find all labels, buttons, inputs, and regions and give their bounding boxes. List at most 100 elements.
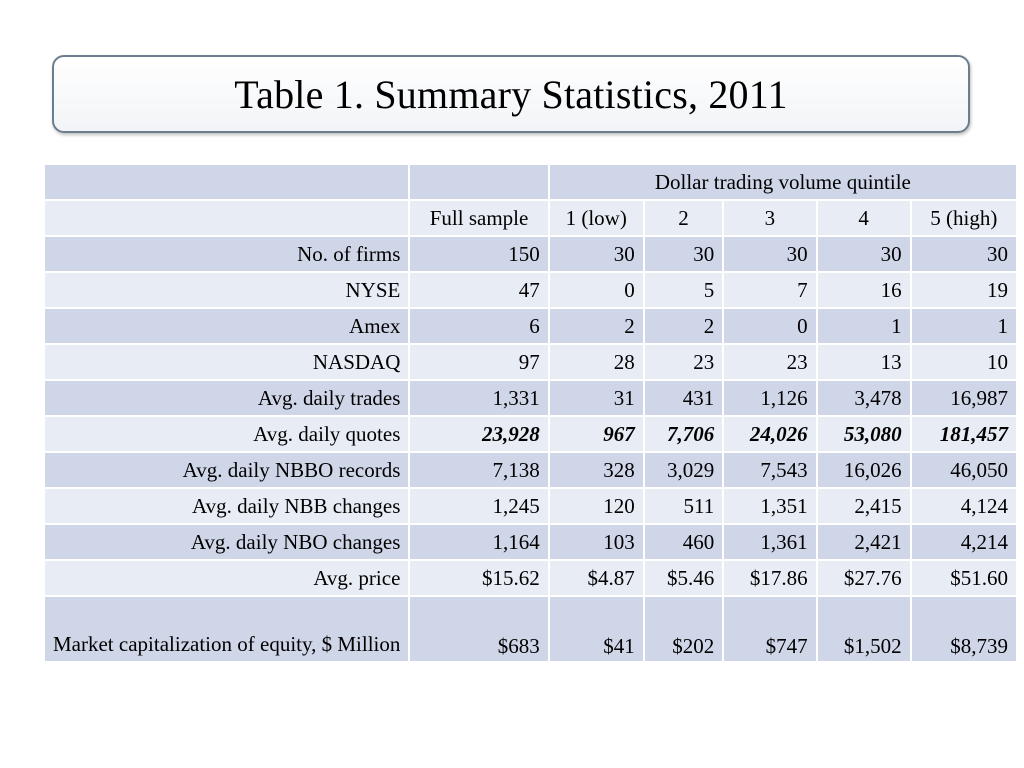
table-cell: 24,026 <box>722 415 818 453</box>
table-row: Amex 6 2 2 0 1 1 <box>42 307 1019 345</box>
table-cell: 47 <box>408 271 550 309</box>
table-row: NASDAQ 97 28 23 23 13 10 <box>42 343 1019 381</box>
table-cell: $17.86 <box>722 559 818 597</box>
column-header: 2 <box>642 199 725 237</box>
title-box: Table 1. Summary Statistics, 2011 <box>52 55 970 133</box>
table-cell: 23 <box>722 343 818 381</box>
table-cell: 23 <box>642 343 725 381</box>
table-row-highlighted: Avg. daily quotes 23,928 967 7,706 24,02… <box>42 415 1019 453</box>
table-cell: 7 <box>722 271 818 309</box>
table-cell: 3,029 <box>642 451 725 489</box>
column-header: 5 (high) <box>909 199 1019 237</box>
table-cell: $51.60 <box>909 559 1019 597</box>
table-cell: 3,478 <box>815 379 912 417</box>
table-cell: 7,706 <box>642 415 725 453</box>
table-cell: $202 <box>642 595 725 663</box>
table-cell: 30 <box>909 235 1019 273</box>
row-label: Avg. daily quotes <box>42 415 411 453</box>
table-cell: 1 <box>909 307 1019 345</box>
quintile-group-header: Dollar trading volume quintile <box>547 163 1019 201</box>
row-label: Avg. daily NBB changes <box>42 487 411 525</box>
table-row: Avg. price $15.62 $4.87 $5.46 $17.86 $27… <box>42 559 1019 597</box>
summary-statistics-table: Dollar trading volume quintile Full samp… <box>42 163 1019 663</box>
table-group-header-row: Dollar trading volume quintile <box>42 163 1019 201</box>
column-header: 3 <box>722 199 818 237</box>
row-label: NASDAQ <box>42 343 411 381</box>
table-cell: $683 <box>408 595 550 663</box>
row-label: Amex <box>42 307 411 345</box>
table-cell: 13 <box>815 343 912 381</box>
table-corner-cell <box>42 163 411 201</box>
row-label: Avg. price <box>42 559 411 597</box>
table-cell: 1,361 <box>722 523 818 561</box>
table-cell: 328 <box>547 451 645 489</box>
table-cell: 30 <box>547 235 645 273</box>
table-cell: 30 <box>642 235 725 273</box>
table-cell: 1,331 <box>408 379 550 417</box>
table-cell: 5 <box>642 271 725 309</box>
table-cell: 30 <box>815 235 912 273</box>
table-cell: 4,124 <box>909 487 1019 525</box>
table-row: Market capitalization of equity, $ Milli… <box>42 595 1019 663</box>
table-row-header-blank <box>42 199 411 237</box>
column-header: 4 <box>815 199 912 237</box>
column-header: 1 (low) <box>547 199 645 237</box>
table-cell: 431 <box>642 379 725 417</box>
row-label: No. of firms <box>42 235 411 273</box>
table-cell: 31 <box>547 379 645 417</box>
row-label: NYSE <box>42 271 411 309</box>
table-cell: 7,138 <box>408 451 550 489</box>
table-cell: 16,987 <box>909 379 1019 417</box>
table-cell: 97 <box>408 343 550 381</box>
table-row: Avg. daily NBO changes 1,164 103 460 1,3… <box>42 523 1019 561</box>
table-cell: 16,026 <box>815 451 912 489</box>
row-label: Avg. daily NBBO records <box>42 451 411 489</box>
table-row: Avg. daily trades 1,331 31 431 1,126 3,4… <box>42 379 1019 417</box>
slide-title: Table 1. Summary Statistics, 2011 <box>234 71 788 117</box>
table-cell: $1,502 <box>815 595 912 663</box>
table-cell: $27.76 <box>815 559 912 597</box>
table-cell: 2,421 <box>815 523 912 561</box>
table-cell: 1,126 <box>722 379 818 417</box>
table-cell: 511 <box>642 487 725 525</box>
table-row: NYSE 47 0 5 7 16 19 <box>42 271 1019 309</box>
table-cell: 460 <box>642 523 725 561</box>
table-column-header-row: Full sample 1 (low) 2 3 4 5 (high) <box>42 199 1019 237</box>
table-cell: $5.46 <box>642 559 725 597</box>
row-label: Avg. daily NBO changes <box>42 523 411 561</box>
table-cell: 6 <box>408 307 550 345</box>
table-cell: 2,415 <box>815 487 912 525</box>
table-cell: 2 <box>547 307 645 345</box>
table-cell: 53,080 <box>815 415 912 453</box>
table-empty-header-cell <box>408 163 550 201</box>
table-cell: $4.87 <box>547 559 645 597</box>
table-cell: 23,928 <box>408 415 550 453</box>
table-cell: 10 <box>909 343 1019 381</box>
table-cell: 120 <box>547 487 645 525</box>
table-cell: 150 <box>408 235 550 273</box>
table-cell: 181,457 <box>909 415 1019 453</box>
table-cell: 0 <box>547 271 645 309</box>
table-row: Avg. daily NBBO records 7,138 328 3,029 … <box>42 451 1019 489</box>
table-cell: 103 <box>547 523 645 561</box>
table-row: Avg. daily NBB changes 1,245 120 511 1,3… <box>42 487 1019 525</box>
row-label: Market capitalization of equity, $ Milli… <box>42 595 411 663</box>
column-header: Full sample <box>408 199 550 237</box>
table-cell: 19 <box>909 271 1019 309</box>
table-cell: 2 <box>642 307 725 345</box>
table-cell: $41 <box>547 595 645 663</box>
table-cell: 28 <box>547 343 645 381</box>
table-cell: $15.62 <box>408 559 550 597</box>
table-cell: 1 <box>815 307 912 345</box>
table-cell: 0 <box>722 307 818 345</box>
table-cell: 967 <box>547 415 645 453</box>
table-cell: 16 <box>815 271 912 309</box>
table-cell: 46,050 <box>909 451 1019 489</box>
table-cell: $747 <box>722 595 818 663</box>
table-cell: 30 <box>722 235 818 273</box>
table-cell: 4,214 <box>909 523 1019 561</box>
table-cell: 7,543 <box>722 451 818 489</box>
table-cell: 1,351 <box>722 487 818 525</box>
row-label: Avg. daily trades <box>42 379 411 417</box>
